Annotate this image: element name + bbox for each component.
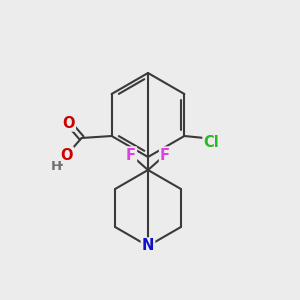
Text: Cl: Cl — [203, 134, 219, 149]
Text: N: N — [142, 238, 154, 253]
Text: O: O — [62, 116, 75, 130]
Text: ·: · — [59, 160, 64, 172]
Text: F: F — [160, 148, 170, 163]
Text: O: O — [60, 148, 73, 163]
Text: F: F — [126, 148, 136, 163]
Text: H: H — [51, 160, 62, 173]
